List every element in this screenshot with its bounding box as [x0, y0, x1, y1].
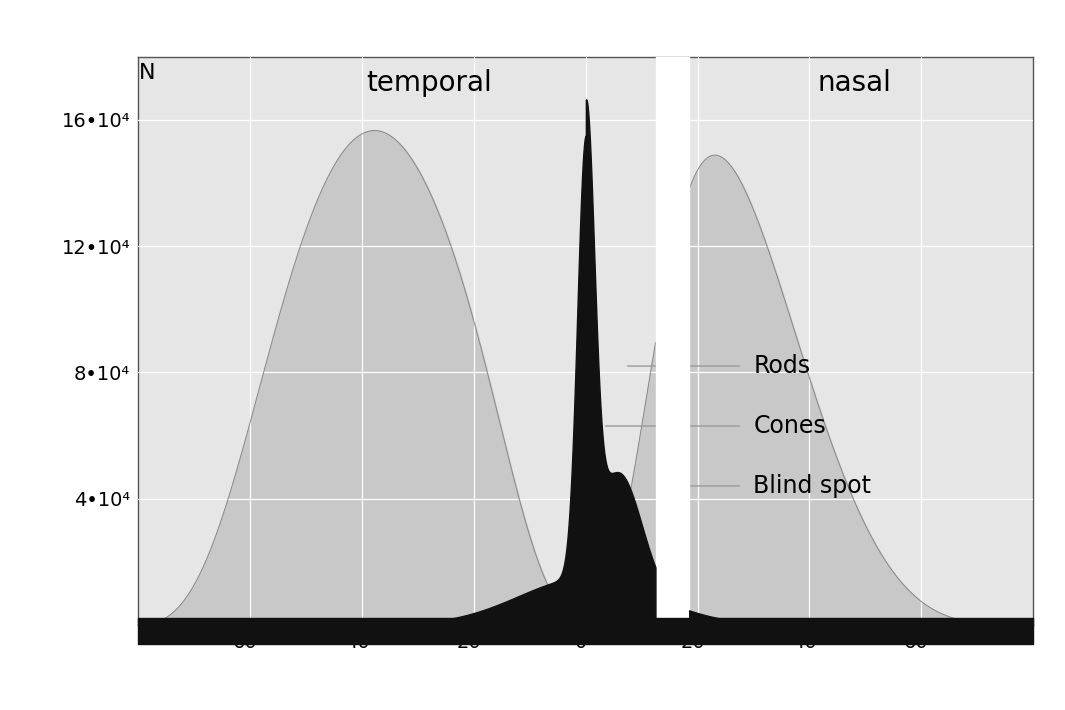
Text: Cones: Cones: [753, 414, 826, 438]
Text: N: N: [138, 63, 154, 83]
Text: nasal: nasal: [817, 70, 891, 97]
Text: Rods: Rods: [753, 354, 810, 378]
Text: Blind spot: Blind spot: [753, 474, 871, 498]
Text: temporal: temporal: [366, 70, 492, 97]
